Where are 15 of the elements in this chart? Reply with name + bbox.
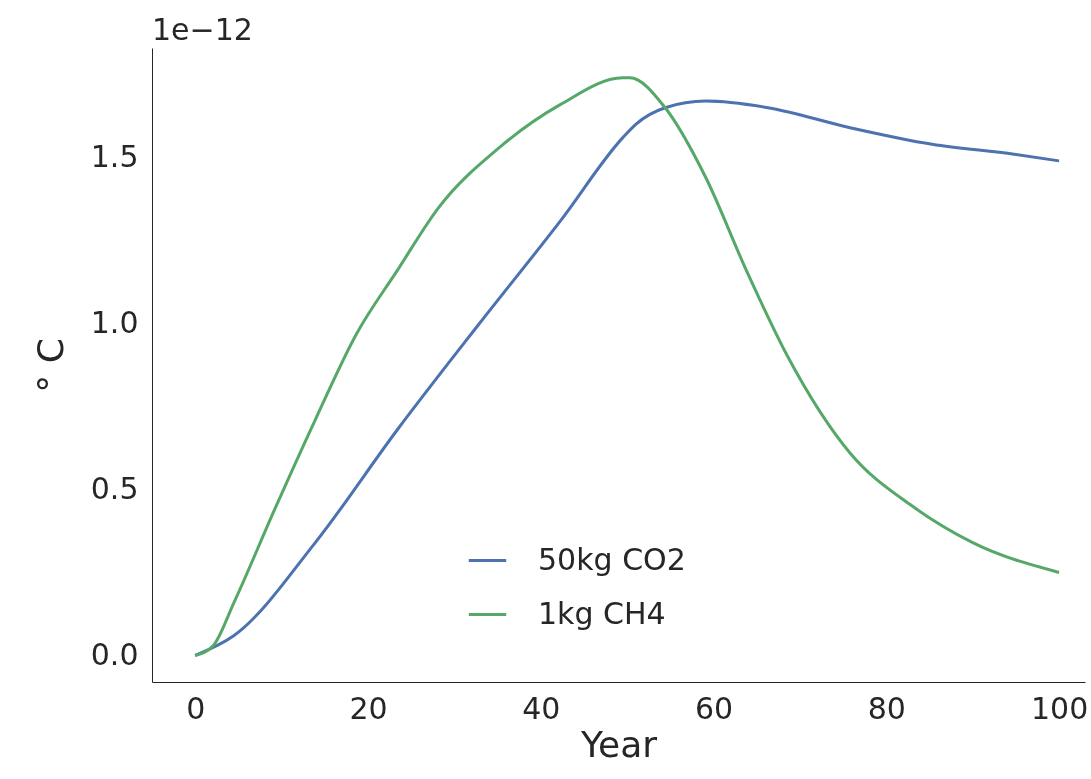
legend-label: 50kg CO2: [538, 541, 686, 577]
x-tick-label: 0: [186, 690, 206, 726]
x-tick-label: 100: [1030, 690, 1089, 726]
x-axis-title: Year: [579, 723, 658, 765]
x-tick-label: 40: [522, 690, 561, 726]
legend-label: 1kg CH4: [538, 595, 666, 631]
y-tick-label: 0.5: [90, 470, 139, 506]
x-tick-label: 20: [349, 690, 388, 726]
y-tick-label: 1.0: [90, 305, 139, 341]
y-axis-title: ° C: [29, 338, 71, 393]
y-tick-label: 1.5: [90, 139, 139, 175]
x-tick-label: 80: [867, 690, 906, 726]
y-tick-label: 0.0: [90, 636, 139, 672]
x-tick-label: 60: [694, 690, 734, 726]
text: 1e−12: [152, 12, 253, 47]
